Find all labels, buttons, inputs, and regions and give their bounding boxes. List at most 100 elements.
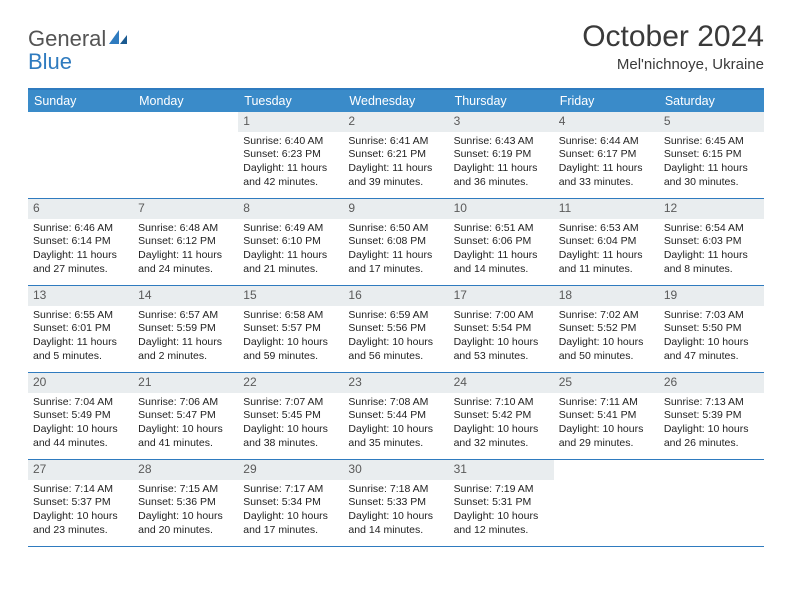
sunset-text: Sunset: 6:19 PM [454, 148, 549, 162]
day-number: 31 [449, 460, 554, 480]
sunset-text: Sunset: 6:17 PM [559, 148, 654, 162]
sun-info: Sunrise: 7:11 AMSunset: 5:41 PMDaylight:… [558, 396, 655, 451]
sunrise-text: Sunrise: 6:46 AM [33, 222, 128, 236]
sunrise-text: Sunrise: 6:55 AM [33, 309, 128, 323]
sun-info: Sunrise: 6:55 AMSunset: 6:01 PMDaylight:… [32, 309, 129, 364]
calendar: Sunday Monday Tuesday Wednesday Thursday… [28, 88, 764, 547]
sunrise-text: Sunrise: 7:06 AM [138, 396, 233, 410]
sun-info: Sunrise: 6:46 AMSunset: 6:14 PMDaylight:… [32, 222, 129, 277]
daylight-text: Daylight: 10 hours and 20 minutes. [138, 510, 233, 537]
day-number: 24 [449, 373, 554, 393]
weekday-header: Sunday Monday Tuesday Wednesday Thursday… [28, 90, 764, 112]
day-cell: 6Sunrise: 6:46 AMSunset: 6:14 PMDaylight… [28, 199, 133, 285]
day-number: 22 [238, 373, 343, 393]
weekday-label: Friday [554, 90, 659, 112]
weekday-label: Monday [133, 90, 238, 112]
brand-logo: General Blue [28, 20, 129, 74]
sunrise-text: Sunrise: 6:59 AM [348, 309, 443, 323]
daylight-text: Daylight: 11 hours and 36 minutes. [454, 162, 549, 189]
sunrise-text: Sunrise: 6:40 AM [243, 135, 338, 149]
day-number: 28 [133, 460, 238, 480]
sunrise-text: Sunrise: 7:19 AM [454, 483, 549, 497]
day-number: 7 [133, 199, 238, 219]
daylight-text: Daylight: 11 hours and 21 minutes. [243, 249, 338, 276]
daylight-text: Daylight: 10 hours and 53 minutes. [454, 336, 549, 363]
sun-info: Sunrise: 6:48 AMSunset: 6:12 PMDaylight:… [137, 222, 234, 277]
sunrise-text: Sunrise: 6:49 AM [243, 222, 338, 236]
sun-info: Sunrise: 7:19 AMSunset: 5:31 PMDaylight:… [453, 483, 550, 538]
sunrise-text: Sunrise: 7:10 AM [454, 396, 549, 410]
location-subtitle: Mel'nichnoye, Ukraine [582, 56, 764, 73]
sunrise-text: Sunrise: 6:58 AM [243, 309, 338, 323]
day-cell: 13 Sunrise: 6:55 AMSunset: 6:01 PMDayligh… [28, 286, 133, 372]
sun-info: Sunrise: 7:08 AMSunset: 5:44 PMDaylight:… [347, 396, 444, 451]
sunrise-text: Sunrise: 7:07 AM [243, 396, 338, 410]
sunset-text: Sunset: 5:57 PM [243, 322, 338, 336]
day-cell: 17Sunrise: 7:00 AMSunset: 5:54 PMDayligh… [449, 286, 554, 372]
sunrise-text: Sunrise: 7:14 AM [33, 483, 128, 497]
weekday-label: Wednesday [343, 90, 448, 112]
week-row: 27Sunrise: 7:14 AMSunset: 5:37 PMDayligh… [28, 460, 764, 547]
day-cell: 1Sunrise: 6:40 AMSunset: 6:23 PMDaylight… [238, 112, 343, 198]
sunset-text: Sunset: 5:54 PM [454, 322, 549, 336]
day-cell: . [659, 460, 764, 546]
day-number: 13 [28, 286, 133, 306]
day-cell: 15Sunrise: 6:58 AMSunset: 5:57 PMDayligh… [238, 286, 343, 372]
sun-info: Sunrise: 6:58 AMSunset: 5:57 PMDaylight:… [242, 309, 339, 364]
sun-info: Sunrise: 6:44 AMSunset: 6:17 PMDaylight:… [558, 135, 655, 190]
day-number: 3 [449, 112, 554, 132]
day-cell: 29Sunrise: 7:17 AMSunset: 5:34 PMDayligh… [238, 460, 343, 546]
sun-info: Sunrise: 7:13 AMSunset: 5:39 PMDaylight:… [663, 396, 760, 451]
sun-info: Sunrise: 7:15 AMSunset: 5:36 PMDaylight:… [137, 483, 234, 538]
day-cell: 12Sunrise: 6:54 AMSunset: 6:03 PMDayligh… [659, 199, 764, 285]
sunset-text: Sunset: 5:59 PM [138, 322, 233, 336]
sunset-text: Sunset: 5:34 PM [243, 496, 338, 510]
sunrise-text: Sunrise: 6:51 AM [454, 222, 549, 236]
day-number: 20 [28, 373, 133, 393]
sun-info: Sunrise: 6:54 AMSunset: 6:03 PMDaylight:… [663, 222, 760, 277]
sunset-text: Sunset: 5:44 PM [348, 409, 443, 423]
daylight-text: Daylight: 10 hours and 35 minutes. [348, 423, 443, 450]
day-cell: . [554, 460, 659, 546]
sun-info: Sunrise: 6:50 AMSunset: 6:08 PMDaylight:… [347, 222, 444, 277]
day-cell: 9Sunrise: 6:50 AMSunset: 6:08 PMDaylight… [343, 199, 448, 285]
day-number: 2 [343, 112, 448, 132]
week-row: 6Sunrise: 6:46 AMSunset: 6:14 PMDaylight… [28, 199, 764, 286]
day-number: 8 [238, 199, 343, 219]
month-title: October 2024 [582, 20, 764, 54]
sunrise-text: Sunrise: 6:50 AM [348, 222, 443, 236]
sunset-text: Sunset: 5:42 PM [454, 409, 549, 423]
sun-info: Sunrise: 7:10 AMSunset: 5:42 PMDaylight:… [453, 396, 550, 451]
daylight-text: Daylight: 11 hours and 11 minutes. [559, 249, 654, 276]
day-number: 16 [343, 286, 448, 306]
daylight-text: Daylight: 10 hours and 44 minutes. [33, 423, 128, 450]
sun-info: Sunrise: 6:59 AMSunset: 5:56 PMDaylight:… [347, 309, 444, 364]
sunset-text: Sunset: 6:04 PM [559, 235, 654, 249]
brand-part1: General [28, 26, 106, 51]
day-cell: 30Sunrise: 7:18 AMSunset: 5:33 PMDayligh… [343, 460, 448, 546]
sunrise-text: Sunrise: 6:57 AM [138, 309, 233, 323]
day-number: 11 [554, 199, 659, 219]
sunset-text: Sunset: 5:45 PM [243, 409, 338, 423]
day-number: 5 [659, 112, 764, 132]
sun-info: Sunrise: 6:41 AMSunset: 6:21 PMDaylight:… [347, 135, 444, 190]
day-cell: . [28, 112, 133, 198]
daylight-text: Daylight: 11 hours and 14 minutes. [454, 249, 549, 276]
sunset-text: Sunset: 5:31 PM [454, 496, 549, 510]
sun-info: Sunrise: 6:43 AMSunset: 6:19 PMDaylight:… [453, 135, 550, 190]
day-cell: 4 Sunrise: 6:44 AMSunset: 6:17 PMDaylight… [554, 112, 659, 198]
daylight-text: Daylight: 11 hours and 5 minutes. [33, 336, 128, 363]
day-cell: 31 Sunrise: 7:19 AMSunset: 5:31 PMDayligh… [449, 460, 554, 546]
sunrise-text: Sunrise: 7:04 AM [33, 396, 128, 410]
day-number: 4 [554, 112, 659, 132]
daylight-text: Daylight: 10 hours and 29 minutes. [559, 423, 654, 450]
day-cell: 2 Sunrise: 6:41 AMSunset: 6:21 PMDaylight… [343, 112, 448, 198]
day-cell: 18Sunrise: 7:02 AMSunset: 5:52 PMDayligh… [554, 286, 659, 372]
day-number: 18 [554, 286, 659, 306]
brand-part2: Blue [28, 49, 72, 74]
day-number: 30 [343, 460, 448, 480]
weeks-container: .. 1Sunrise: 6:40 AMSunset: 6:23 PMDaylig… [28, 112, 764, 547]
sunset-text: Sunset: 6:14 PM [33, 235, 128, 249]
day-cell: 25Sunrise: 7:11 AMSunset: 5:41 PMDayligh… [554, 373, 659, 459]
daylight-text: Daylight: 10 hours and 12 minutes. [454, 510, 549, 537]
